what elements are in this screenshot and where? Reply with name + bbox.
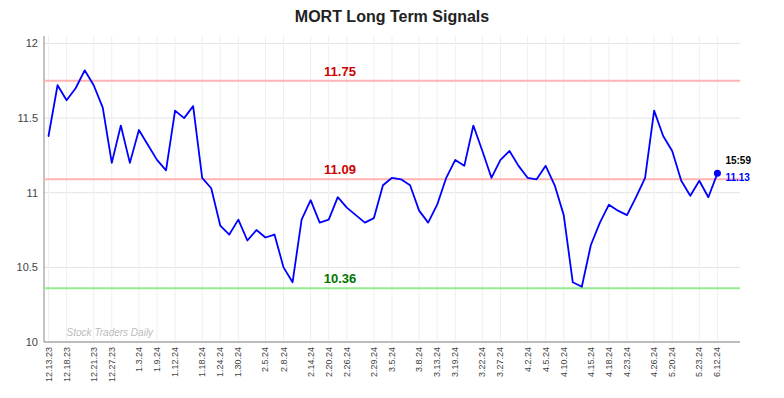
x-tick-label: 12.21.23 [89,347,99,382]
x-tick-label: 2.8.24 [279,347,289,372]
x-tick-label: 1.9.24 [152,347,162,372]
x-grid-line [590,36,591,342]
x-tick-label: 4.23.24 [622,347,632,377]
y-tick-label: 12 [26,37,38,49]
x-grid-line [627,36,628,342]
x-grid-line [717,36,718,342]
last-point-marker [714,170,721,177]
title: MORT Long Term Signals [295,8,489,25]
x-grid-line [563,36,564,342]
x-tick-label: 6.12.24 [712,347,722,377]
reference-label: 10.36 [324,271,357,286]
x-tick-label: 3.27.24 [495,347,505,377]
annotations: 11.75 11.09 10.36 15:59 11.13 Stock Traders D… [67,64,752,338]
x-tick-label: 4.10.24 [559,347,569,377]
y-axis-line [44,36,45,342]
y-grid-line [44,342,740,343]
x-tick-label: 1.12.24 [170,347,180,377]
x-grid-line [672,36,673,342]
x-tick-label: 3.13.24 [432,347,442,377]
reference-line [44,287,740,289]
x-grid-line [48,36,49,342]
y-tick-label: 10 [26,336,38,348]
x-grid-line [175,36,176,342]
chart: 1010.51111.51212.13.2312.18.2312.21.2312… [0,0,784,398]
x-tick-label: 1.30.24 [233,347,243,377]
x-tick-label: 2.29.24 [369,347,379,377]
x-grid-line [202,36,203,342]
x-grid-line [328,36,329,342]
reference-line [44,80,740,82]
last-time-label: 15:59 [725,155,751,166]
x-grid-line [310,36,311,342]
x-grid-line [545,36,546,342]
x-tick-label: 12.27.23 [107,347,117,382]
x-tick-label: 4.18.24 [604,347,614,377]
x-tick-label: 1.24.24 [215,347,225,377]
watermark: Stock Traders Daily [67,327,155,338]
x-grid-line [220,36,221,342]
x-axis: 12.13.23 12.18.23 12.21.23 12.27.23 1.3.24 1.… [44,342,740,382]
x-tick-label: 3.8.24 [414,347,424,372]
plot-area [44,70,740,288]
x-grid-line [66,36,67,342]
x-tick-label: 12.13.23 [44,347,54,382]
x-grid-line [346,36,347,342]
x-tick-label: 3.22.24 [477,347,487,377]
x-grid-line [373,36,374,342]
x-tick-label: 1.18.24 [197,347,207,377]
x-grid-line [437,36,438,342]
x-grid-line [111,36,112,342]
y-tick-label: 11.5 [17,112,38,124]
x-grid-line [500,36,501,342]
x-tick-label: 4.26.24 [649,347,659,377]
x-grid-line [265,36,266,342]
y-tick-label: 10.5 [17,261,38,273]
x-grid-line [138,36,139,342]
x-grid-line [93,36,94,342]
x-grid-line [527,36,528,342]
grid [44,36,740,342]
x-tick-label: 4.5.24 [541,347,551,372]
last-value-label: 11.13 [725,172,750,183]
reference-label: 11.09 [324,162,356,177]
y-axis: 10 10.5 11 11.5 12 [17,36,44,348]
reference-label: 11.75 [324,64,356,79]
x-tick-label: 3.19.24 [450,347,460,377]
x-tick-label: 5.23.24 [694,347,704,377]
x-grid-line [283,36,284,342]
x-tick-label: 2.20.24 [324,347,334,377]
x-tick-label: 2.14.24 [306,347,316,377]
x-tick-label: 4.15.24 [586,347,596,377]
y-tick-label: 11 [27,187,38,199]
x-grid-line [156,36,157,342]
x-grid-line [392,36,393,342]
x-grid-line [419,36,420,342]
x-grid-line [654,36,655,342]
x-tick-label: 2.5.24 [260,347,270,372]
x-axis-line [44,342,740,343]
x-tick-label: 5.20.24 [667,347,677,377]
x-grid-line [455,36,456,342]
x-tick-label: 12.18.23 [62,347,72,382]
x-grid-line [608,36,609,342]
x-grid-line [699,36,700,342]
price-line [49,70,718,286]
x-tick-label: 2.26.24 [342,347,352,377]
x-tick-label: 3.5.24 [387,347,397,372]
x-grid-line [238,36,239,342]
x-grid-line [482,36,483,342]
x-tick-label: 1.3.24 [134,347,144,372]
x-tick-label: 4.2.24 [523,347,533,372]
